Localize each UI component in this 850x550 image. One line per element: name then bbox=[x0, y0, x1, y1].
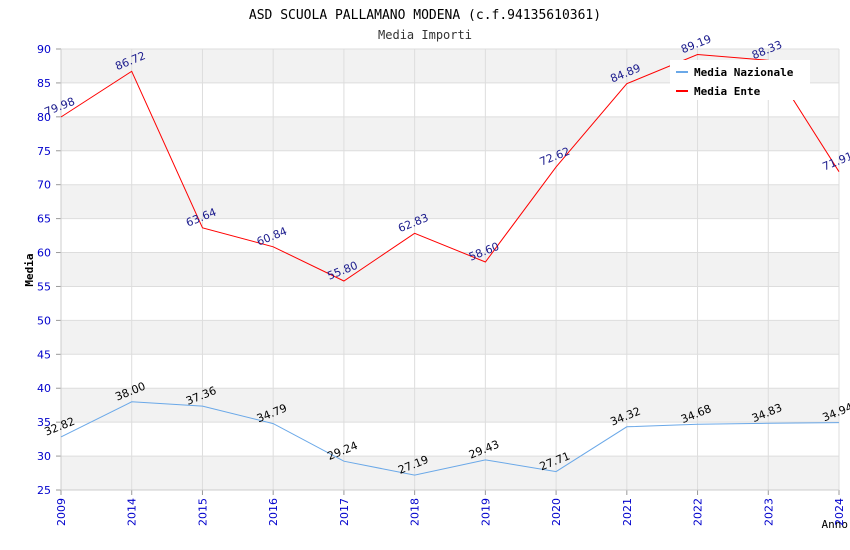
y-tick-label: 40 bbox=[37, 382, 51, 395]
chart-title: ASD SCUOLA PALLAMANO MODENA (c.f.9413561… bbox=[249, 8, 601, 23]
chart-subtitle: Media Importi bbox=[378, 28, 472, 42]
x-tick-label: 2016 bbox=[267, 498, 280, 526]
legend-label: Media Nazionale bbox=[694, 66, 794, 79]
y-tick-label: 60 bbox=[37, 247, 51, 260]
y-tick-label: 80 bbox=[37, 111, 51, 124]
y-tick-label: 65 bbox=[37, 213, 51, 226]
x-tick-label: 2022 bbox=[692, 498, 705, 526]
x-tick-label: 2019 bbox=[479, 498, 492, 526]
axes bbox=[60, 49, 839, 491]
x-axis-label: Anno bbox=[822, 518, 849, 531]
legend-label: Media Ente bbox=[694, 85, 761, 98]
y-tick-label: 75 bbox=[37, 145, 51, 158]
y-tick-label: 50 bbox=[37, 314, 51, 327]
series-line-media-nazionale bbox=[60, 401, 840, 476]
x-tick-label: 2014 bbox=[126, 498, 139, 526]
y-tick-label: 35 bbox=[37, 416, 51, 429]
x-tick-label: 2009 bbox=[55, 498, 68, 526]
grid-band bbox=[61, 456, 839, 490]
x-tick-label: 2015 bbox=[196, 498, 209, 526]
y-axis-label: Media bbox=[23, 253, 36, 286]
y-tick-label: 85 bbox=[37, 77, 51, 90]
x-tick-label: 2020 bbox=[550, 498, 563, 526]
grid-band bbox=[61, 252, 839, 287]
x-tick-label: 2023 bbox=[762, 498, 775, 526]
x-tick-label: 2018 bbox=[409, 498, 422, 526]
grid-band bbox=[61, 320, 839, 355]
y-axis-ticks: 25 30 35 40 45 50 55 60 65 70 75 80 85 90 bbox=[37, 43, 61, 497]
x-tick-label: 2017 bbox=[338, 498, 351, 526]
legend-box bbox=[670, 60, 810, 100]
grid-band bbox=[61, 116, 839, 151]
grid-bands bbox=[61, 49, 839, 490]
grid-band bbox=[61, 184, 839, 219]
y-tick-label: 30 bbox=[37, 450, 51, 463]
x-axis-ticks: 2009 2014 2015 2016 2017 2018 2019 2020 2021 2022… bbox=[55, 490, 846, 526]
grid-band bbox=[61, 388, 839, 423]
y-tick-label: 90 bbox=[37, 43, 51, 56]
y-tick-label: 25 bbox=[37, 484, 51, 497]
y-tick-label: 45 bbox=[37, 348, 51, 361]
legend: Media Nazionale Media Ente bbox=[670, 60, 810, 100]
series-lines bbox=[60, 53, 840, 476]
x-tick-label: 2021 bbox=[621, 498, 634, 526]
y-tick-label: 55 bbox=[37, 280, 51, 293]
y-tick-label: 70 bbox=[37, 179, 51, 192]
x-tick-label: 2024 bbox=[833, 498, 846, 526]
series-line-media-ente bbox=[60, 53, 840, 282]
